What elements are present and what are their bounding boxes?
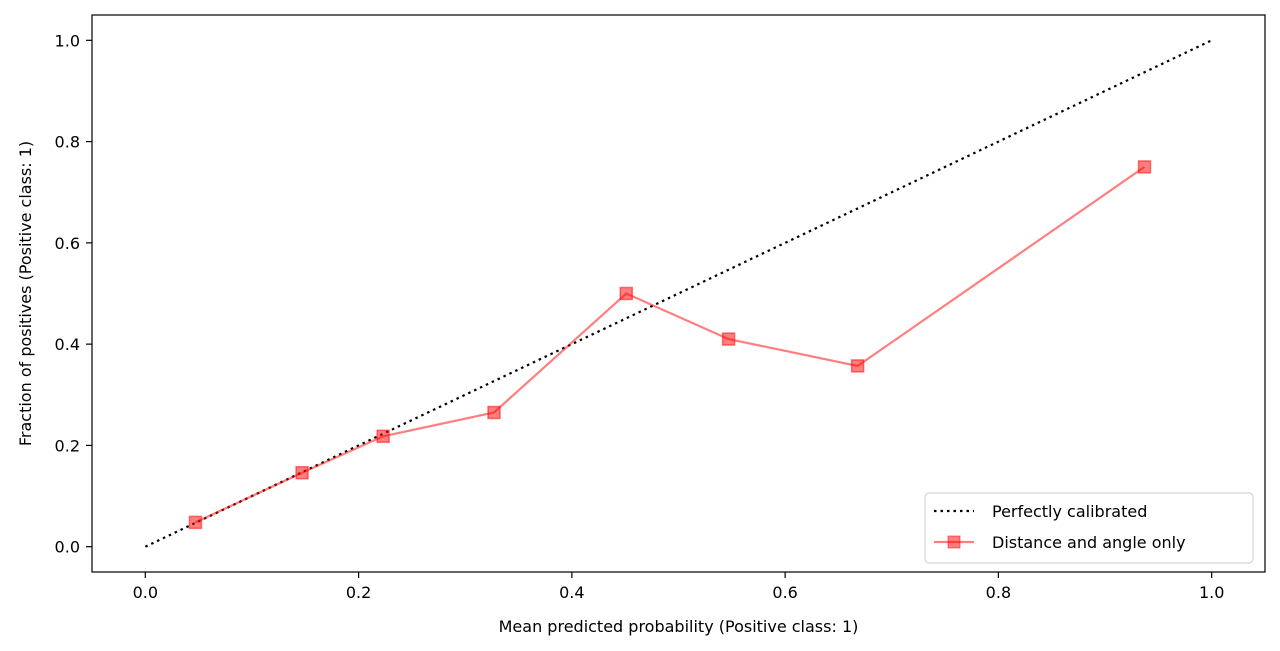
calibration-curve-line	[194, 166, 1146, 524]
legend: Perfectly calibrated Distance and angle o…	[924, 492, 1254, 564]
y-tick-label: 0.4	[55, 335, 80, 354]
calibration-point	[376, 429, 390, 444]
y-tick-label: 0.0	[55, 538, 80, 557]
x-tick-label: 0.0	[133, 583, 158, 602]
y-tick-label: 0.8	[55, 133, 80, 152]
x-axis-label: Mean predicted probability (Positive cla…	[499, 617, 859, 636]
x-tick-label: 0.4	[559, 583, 584, 602]
calibration-point	[1137, 160, 1152, 174]
legend-box	[924, 492, 1254, 564]
y-tick-label: 0.2	[55, 436, 80, 455]
legend-entry-label: Distance and angle only	[992, 533, 1186, 552]
x-tick-label: 0.8	[986, 583, 1011, 602]
calibration-point	[619, 286, 633, 301]
y-axis-label: Fraction of positives (Positive class: 1…	[16, 141, 35, 446]
x-tick-label: 1.0	[1199, 583, 1224, 602]
calibration-point	[850, 359, 865, 373]
plot-border	[91, 14, 1266, 573]
legend-entry-label: Perfectly calibrated	[992, 502, 1147, 521]
calibration-point	[295, 466, 309, 480]
y-tick-label: 1.0	[55, 31, 80, 50]
x-tick-label: 0.2	[346, 583, 371, 602]
x-tick-label: 0.6	[772, 583, 797, 602]
y-tick-label: 0.6	[55, 234, 80, 253]
legend-swatch-marker	[947, 535, 961, 549]
calibration-point	[188, 515, 203, 530]
calibration-point	[487, 405, 501, 420]
calibration-point	[721, 332, 736, 346]
